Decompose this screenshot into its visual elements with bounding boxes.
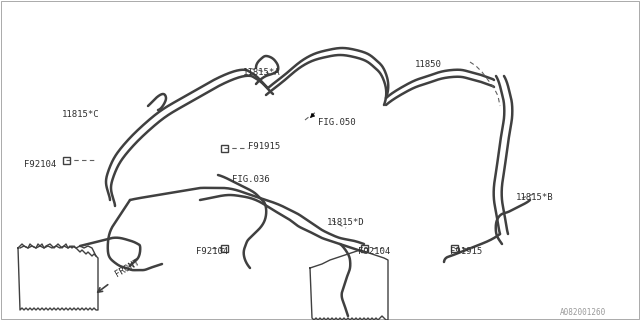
- Bar: [360, 244, 367, 252]
- Text: F91915: F91915: [248, 142, 280, 151]
- Text: FIG.050: FIG.050: [318, 118, 356, 127]
- Text: 11815*D: 11815*D: [327, 218, 365, 227]
- Text: 11815*B: 11815*B: [516, 193, 554, 202]
- Text: F92104: F92104: [358, 247, 390, 256]
- Text: F91915: F91915: [450, 247, 483, 256]
- Bar: [221, 244, 227, 252]
- Text: 11815*A: 11815*A: [243, 68, 280, 77]
- Text: A082001260: A082001260: [560, 308, 606, 317]
- Bar: [221, 145, 227, 151]
- Text: F92104: F92104: [196, 247, 228, 256]
- Text: 11850: 11850: [415, 60, 442, 69]
- Bar: [451, 244, 458, 252]
- Text: FIG.036: FIG.036: [232, 175, 269, 184]
- Bar: [63, 156, 70, 164]
- Text: F92104: F92104: [24, 160, 56, 169]
- Text: 11815*C: 11815*C: [62, 110, 100, 119]
- Text: FRONT: FRONT: [114, 258, 142, 279]
